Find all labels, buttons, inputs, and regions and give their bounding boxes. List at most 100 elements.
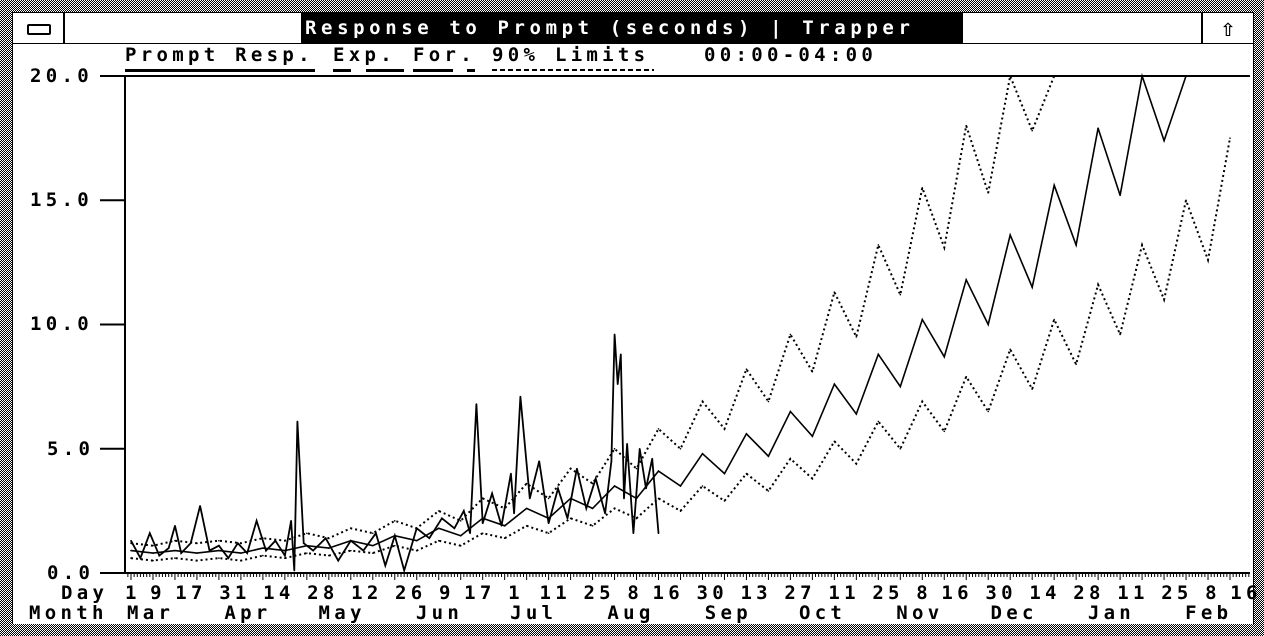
data-point (965, 124, 968, 127)
data-point (437, 527, 440, 530)
data-point (218, 539, 220, 542)
data-point (855, 413, 858, 415)
data-point (371, 544, 374, 547)
data-point (240, 552, 242, 554)
data-point (987, 410, 990, 413)
data-point (227, 557, 230, 559)
data-point (208, 549, 211, 552)
y-tick-label: 15.0 (30, 189, 93, 211)
data-point (240, 559, 242, 562)
data-point (1097, 127, 1099, 129)
y-tick-label: 10.0 (30, 313, 93, 335)
data-point (1009, 75, 1011, 77)
data-point (811, 477, 814, 480)
data-point (855, 336, 858, 338)
data-point (375, 532, 377, 535)
data-point (428, 537, 431, 540)
series-line-upper-limit (130, 72, 1230, 547)
data-point (943, 356, 946, 358)
x-day-tick-label: 16 (652, 582, 684, 604)
data-point (789, 410, 792, 413)
data-point (1031, 388, 1033, 390)
x-day-tick-label: 27 (784, 582, 816, 604)
x-day-tick-label: 17 (464, 582, 496, 604)
data-point (613, 507, 616, 510)
data-point (196, 542, 198, 544)
data-point (437, 510, 440, 512)
data-point (337, 559, 340, 562)
x-day-tick-label: 8 (916, 582, 933, 604)
data-point (328, 554, 330, 557)
data-point (745, 472, 748, 475)
data-point (701, 452, 704, 455)
system-menu-button[interactable] (13, 13, 65, 43)
data-point (651, 457, 654, 460)
data-point (174, 557, 176, 559)
data-point (199, 505, 201, 507)
data-point (403, 569, 405, 572)
x-month-label: Jan (1087, 602, 1136, 624)
data-point (350, 539, 352, 542)
data-point (1031, 286, 1033, 289)
data-point (152, 559, 154, 562)
x-day-tick-label: 8 (627, 582, 644, 604)
data-point (158, 554, 161, 557)
x-day-tick-label: 11 (1117, 582, 1149, 604)
data-point (180, 552, 183, 554)
data-point (130, 549, 132, 552)
data-point (723, 428, 726, 430)
data-point (767, 490, 770, 492)
title-bar[interactable]: Response to Prompt (seconds) | Trapper ⇧ (12, 12, 1254, 44)
data-point (1207, 259, 1209, 261)
data-point (701, 485, 704, 487)
x-month-label: May (318, 602, 366, 624)
x-day-tick-label: 9 (150, 582, 166, 604)
data-point (745, 433, 748, 435)
data-point (1141, 244, 1143, 246)
data-point (296, 420, 299, 423)
data-point (525, 507, 528, 510)
maximize-button[interactable]: ⇧ (1201, 13, 1253, 43)
time-range: 00:00-04:00 (704, 44, 878, 66)
data-point (415, 527, 418, 530)
data-point (469, 532, 471, 535)
data-point (547, 497, 550, 500)
data-point (481, 532, 484, 535)
minus-bar-icon (27, 24, 51, 35)
data-point (566, 517, 569, 520)
x-month-label: Jul (510, 602, 558, 624)
data-point (1141, 75, 1143, 77)
data-point (591, 507, 594, 510)
data-point (591, 482, 594, 485)
data-point (899, 447, 902, 450)
x-month-label: Dec (990, 602, 1038, 624)
data-point (1009, 234, 1011, 236)
data-point (152, 552, 154, 554)
legend-swatch-exp (333, 69, 351, 72)
data-point (459, 520, 462, 522)
data-point (415, 549, 418, 552)
data-point (475, 403, 478, 405)
data-point (513, 512, 515, 515)
data-point (965, 278, 968, 281)
data-point (1119, 75, 1121, 77)
data-point (610, 460, 613, 462)
legend-swatch-for-2 (467, 69, 475, 72)
data-point (1207, 75, 1209, 77)
data-point (290, 520, 292, 522)
data-point (1119, 333, 1121, 336)
data-point (613, 447, 616, 450)
data-point (569, 517, 572, 520)
data-point (626, 442, 628, 445)
data-point (899, 385, 902, 388)
data-point (547, 522, 550, 525)
legend-swatch-prompt-resp (125, 69, 315, 72)
data-point (576, 467, 578, 470)
data-point (519, 395, 522, 398)
data-point (1163, 139, 1165, 142)
data-point (1097, 283, 1099, 286)
legend-swatch-exp-2 (366, 69, 404, 72)
data-point (1185, 75, 1187, 77)
data-point (362, 549, 365, 552)
data-point (174, 524, 176, 527)
